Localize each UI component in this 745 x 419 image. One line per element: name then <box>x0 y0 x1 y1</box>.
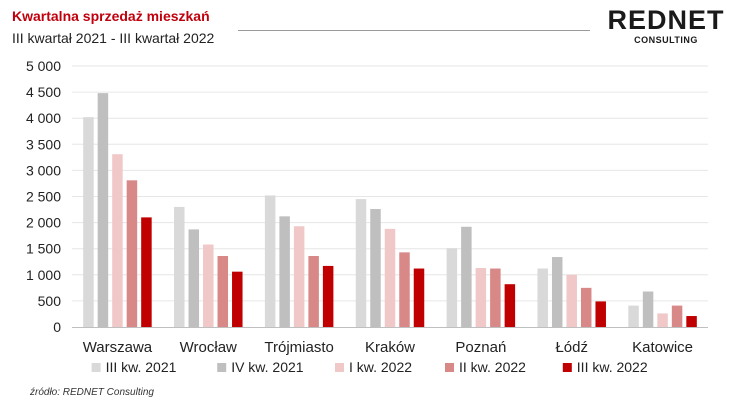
title-divider <box>238 30 590 31</box>
category-label: Wrocław <box>180 339 237 356</box>
bar <box>217 256 229 327</box>
legend-swatch <box>217 363 227 372</box>
y-tick-label: 3 000 <box>26 162 61 178</box>
bar <box>384 228 396 327</box>
y-tick-label: 1 500 <box>26 241 61 257</box>
bar <box>642 291 654 327</box>
y-tick-label: 5 000 <box>26 58 61 74</box>
bar <box>595 301 606 327</box>
bar <box>686 316 697 327</box>
y-tick-label: 500 <box>38 293 62 309</box>
category-label: Poznań <box>455 339 506 356</box>
bar <box>322 265 334 327</box>
bar <box>264 195 276 327</box>
y-tick-label: 4 000 <box>26 110 61 126</box>
bar <box>475 268 487 327</box>
category-label: Warszawa <box>83 339 153 356</box>
bar <box>490 268 501 327</box>
legend-label: II kw. 2022 <box>459 359 526 375</box>
bar <box>657 313 668 327</box>
y-tick-label: 2 000 <box>26 215 61 231</box>
category-label: Katowice <box>632 339 693 356</box>
bar <box>203 244 214 327</box>
category-label: Kraków <box>365 339 415 356</box>
y-tick-label: 0 <box>53 319 61 335</box>
bar <box>446 248 458 327</box>
bar <box>628 305 639 327</box>
bar <box>188 229 200 327</box>
logo-wordmark: REDNET <box>607 5 725 35</box>
bar <box>461 226 472 327</box>
bar <box>232 271 243 327</box>
bar <box>413 268 425 327</box>
legend-label: III kw. 2022 <box>577 359 648 375</box>
y-tick-label: 1 000 <box>26 267 61 283</box>
bar <box>355 199 367 327</box>
bar <box>580 287 592 327</box>
y-tick-label: 3 500 <box>26 136 61 152</box>
bar <box>279 216 290 327</box>
logo-subtext: CONSULTING <box>634 35 698 45</box>
legend-label: IV kw. 2021 <box>231 359 304 375</box>
bar <box>141 217 152 327</box>
bar <box>83 117 94 327</box>
y-tick-label: 2 500 <box>26 189 61 205</box>
legend-swatch <box>91 363 101 372</box>
legend-label: III kw. 2021 <box>106 359 177 375</box>
bar <box>671 305 683 327</box>
category-label: Łódź <box>555 339 588 356</box>
bar <box>112 154 123 327</box>
chart-title: Kwartalna sprzedaż mieszkań <box>12 8 210 24</box>
bar <box>537 268 548 327</box>
bar <box>97 93 109 327</box>
bar <box>370 209 381 327</box>
legend-label: I kw. 2022 <box>349 359 412 375</box>
bar <box>174 206 185 327</box>
bar <box>504 284 516 327</box>
bar <box>308 256 319 327</box>
chart-subtitle: III kwartał 2021 - III kwartał 2022 <box>12 30 215 46</box>
bar <box>551 257 563 327</box>
category-label: Trójmiasto <box>264 339 333 356</box>
bar <box>126 180 138 327</box>
bar <box>399 252 410 327</box>
legend-swatch <box>445 363 454 372</box>
legend-swatch <box>335 363 344 372</box>
bar <box>566 274 577 327</box>
legend-swatch <box>562 363 572 372</box>
bar <box>293 226 305 327</box>
source-note: źródło: REDNET Consulting <box>30 387 154 398</box>
y-tick-label: 4 500 <box>26 84 61 100</box>
rednet-logo: REDNET CONSULTING <box>604 6 728 46</box>
